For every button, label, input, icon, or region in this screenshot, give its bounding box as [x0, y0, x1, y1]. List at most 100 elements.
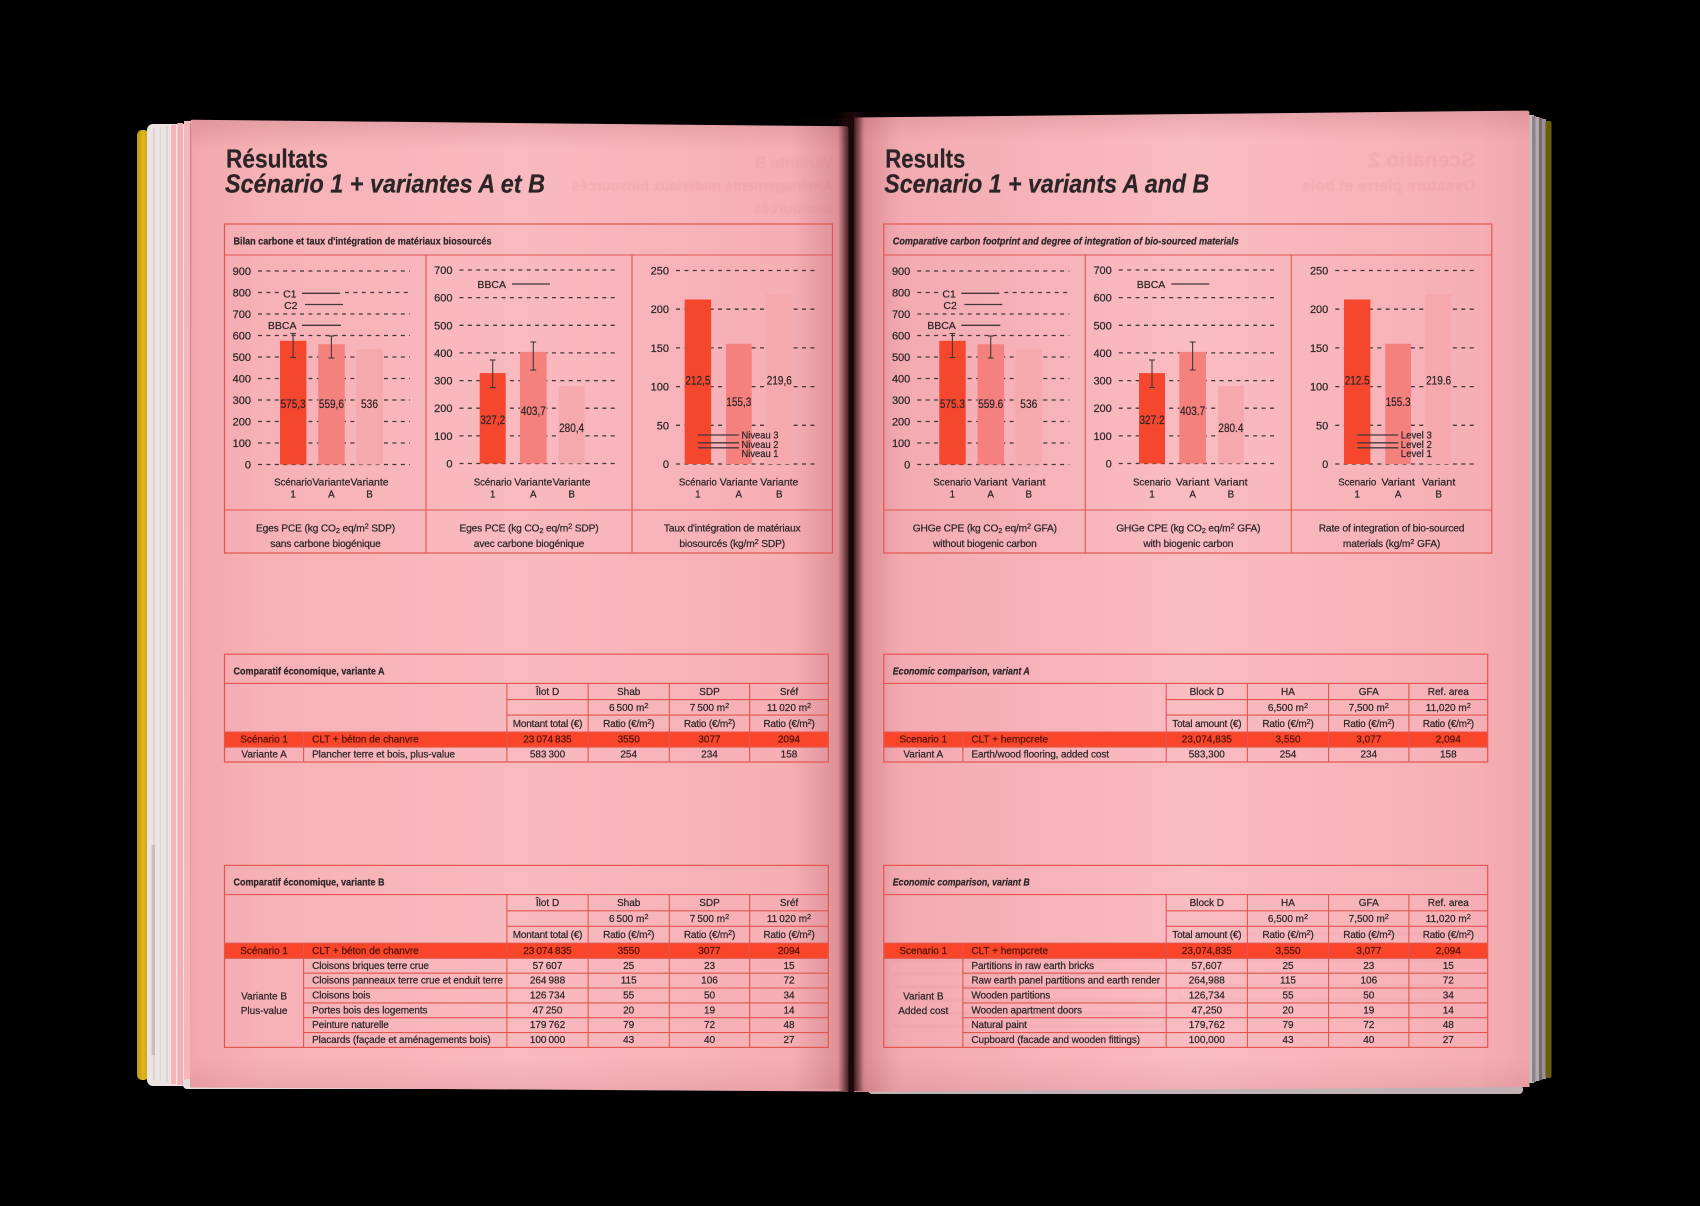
svg-text:48: 48 [1443, 1020, 1455, 1031]
svg-text:Comparatif économique, variant: Comparatif économique, variante A [234, 667, 385, 678]
svg-text:3550: 3550 [618, 735, 641, 746]
svg-text:Ratio (€/m2): Ratio (€/m2) [684, 717, 735, 730]
svg-text:23 074 835: 23 074 835 [523, 946, 572, 957]
svg-text:Ratio (€/m2): Ratio (€/m2) [1423, 717, 1474, 730]
svg-text:106: 106 [701, 976, 718, 987]
svg-text:0: 0 [446, 459, 452, 471]
svg-text:72: 72 [1363, 1020, 1375, 1031]
svg-text:900: 900 [892, 266, 910, 278]
svg-text:HA: HA [1281, 898, 1295, 909]
svg-text:Wooden apartment doors: Wooden apartment doors [971, 1005, 1082, 1016]
svg-text:Plus-value: Plus-value [241, 1006, 288, 1017]
svg-text:Scénario 1: Scénario 1 [240, 946, 288, 957]
svg-text:Ratio (€/m2): Ratio (€/m2) [1423, 928, 1474, 941]
svg-text:Shab: Shab [617, 898, 641, 909]
svg-text:150: 150 [1310, 343, 1328, 355]
svg-text:Raw earth panel partitions and: Raw earth panel partitions and earth ren… [971, 976, 1160, 987]
svg-text:Ratio (€/m2): Ratio (€/m2) [763, 928, 814, 941]
svg-text:1: 1 [1354, 489, 1359, 500]
svg-text:254: 254 [620, 750, 637, 761]
svg-text:700: 700 [233, 309, 251, 321]
svg-text:23: 23 [1363, 961, 1375, 972]
svg-text:Level 3: Level 3 [1401, 430, 1432, 441]
svg-text:Variante B: Variante B [755, 155, 833, 172]
svg-text:Ratio (€/m2): Ratio (€/m2) [763, 717, 814, 730]
svg-text:1: 1 [490, 489, 495, 500]
svg-text:Ratio (€/m2): Ratio (€/m2) [684, 928, 735, 941]
svg-text:100 000: 100 000 [530, 1035, 566, 1046]
svg-text:Scenario: Scenario [1338, 477, 1377, 488]
svg-text:583 300: 583 300 [530, 750, 566, 761]
svg-text:1: 1 [290, 489, 295, 500]
svg-text:Partitions in raw earth bricks: Partitions in raw earth bricks [971, 961, 1094, 972]
svg-text:2094: 2094 [778, 946, 801, 957]
svg-text:Bilan carbone et taux d'intégr: Bilan carbone et taux d'intégration de m… [234, 237, 492, 248]
svg-text:7,500 m2: 7,500 m2 [1349, 912, 1389, 925]
svg-text:115: 115 [1280, 976, 1296, 987]
svg-text:0: 0 [1322, 459, 1328, 471]
svg-text:3,077: 3,077 [1356, 946, 1381, 957]
svg-text:A: A [328, 489, 335, 500]
svg-text:B: B [568, 489, 575, 500]
svg-text:Variant: Variant [1176, 477, 1210, 488]
svg-text:Peinture naturelle: Peinture naturelle [312, 1020, 389, 1031]
svg-text:150: 150 [651, 343, 669, 355]
svg-text:47,250: 47,250 [1192, 1005, 1223, 1016]
svg-text:559,6: 559,6 [319, 397, 344, 411]
svg-text:Cloisons briques terre crue: Cloisons briques terre crue [312, 961, 429, 972]
svg-text:0: 0 [904, 460, 910, 472]
svg-text:250: 250 [1310, 266, 1328, 278]
svg-text:50: 50 [704, 991, 716, 1002]
svg-text:materials (kg/m2 GFA): materials (kg/m2 GFA) [1343, 537, 1440, 550]
svg-text:600: 600 [434, 293, 452, 305]
svg-text:Economic comparison, variant A: Economic comparison, variant A [893, 667, 1030, 678]
svg-text:400: 400 [892, 374, 910, 386]
svg-text:3077: 3077 [698, 735, 721, 746]
svg-text:79: 79 [1282, 1020, 1294, 1031]
svg-text:Scenario: Scenario [933, 477, 972, 488]
svg-text:Îlot D: Îlot D [535, 685, 559, 698]
svg-text:14: 14 [783, 1005, 795, 1016]
svg-text:B: B [1228, 489, 1235, 500]
svg-text:SDP: SDP [699, 898, 720, 909]
svg-text:3,550: 3,550 [1275, 735, 1300, 746]
svg-text:15: 15 [783, 961, 795, 972]
svg-text:200: 200 [892, 417, 910, 429]
svg-text:264,988: 264,988 [1189, 976, 1226, 987]
svg-text:Scénario 1 + variantes A et B: Scénario 1 + variantes A et B [225, 169, 545, 199]
svg-text:Variante: Variante [553, 477, 592, 488]
svg-text:300: 300 [434, 376, 452, 388]
svg-text:34: 34 [1443, 991, 1455, 1002]
svg-text:100: 100 [233, 438, 251, 450]
svg-text:3077: 3077 [698, 946, 721, 957]
svg-text:Ref. area: Ref. area [1428, 687, 1470, 698]
svg-text:Scénario: Scénario [474, 477, 513, 488]
svg-text:A: A [1395, 489, 1402, 500]
svg-text:Wooden partitions: Wooden partitions [971, 991, 1050, 1002]
svg-text:72: 72 [704, 1020, 716, 1031]
svg-text:327.2: 327.2 [1140, 413, 1165, 427]
svg-text:47 250: 47 250 [533, 1005, 563, 1016]
svg-text:Scenario 2: Scenario 2 [1369, 149, 1475, 172]
svg-text:C2: C2 [943, 300, 957, 312]
svg-text:50: 50 [1363, 991, 1375, 1002]
svg-text:without biogenic carbon: without biogenic carbon [932, 539, 1037, 550]
svg-text:23,074,835: 23,074,835 [1182, 946, 1232, 957]
svg-text:Variante B: Variante B [241, 992, 287, 1003]
svg-text:Variant: Variant [1214, 477, 1248, 488]
svg-text:Scenario 1: Scenario 1 [899, 735, 947, 746]
svg-text:Block D: Block D [1190, 898, 1224, 909]
svg-text:HA: HA [1281, 687, 1295, 698]
svg-text:6 500 m2: 6 500 m2 [609, 701, 648, 714]
svg-text:Variant: Variant [1012, 477, 1046, 488]
svg-text:34: 34 [783, 991, 795, 1002]
svg-text:19: 19 [1363, 1005, 1375, 1016]
svg-text:23 074 835: 23 074 835 [523, 735, 572, 746]
svg-text:Ratio (€/m2): Ratio (€/m2) [1262, 717, 1313, 730]
svg-text:57,607: 57,607 [1192, 961, 1223, 972]
svg-text:800: 800 [233, 288, 251, 300]
svg-text:57 607: 57 607 [533, 961, 563, 972]
svg-text:Sréf: Sréf [780, 898, 799, 909]
svg-text:with biogenic carbon: with biogenic carbon [1142, 539, 1233, 550]
svg-text:Variante A: Variante A [241, 750, 287, 761]
